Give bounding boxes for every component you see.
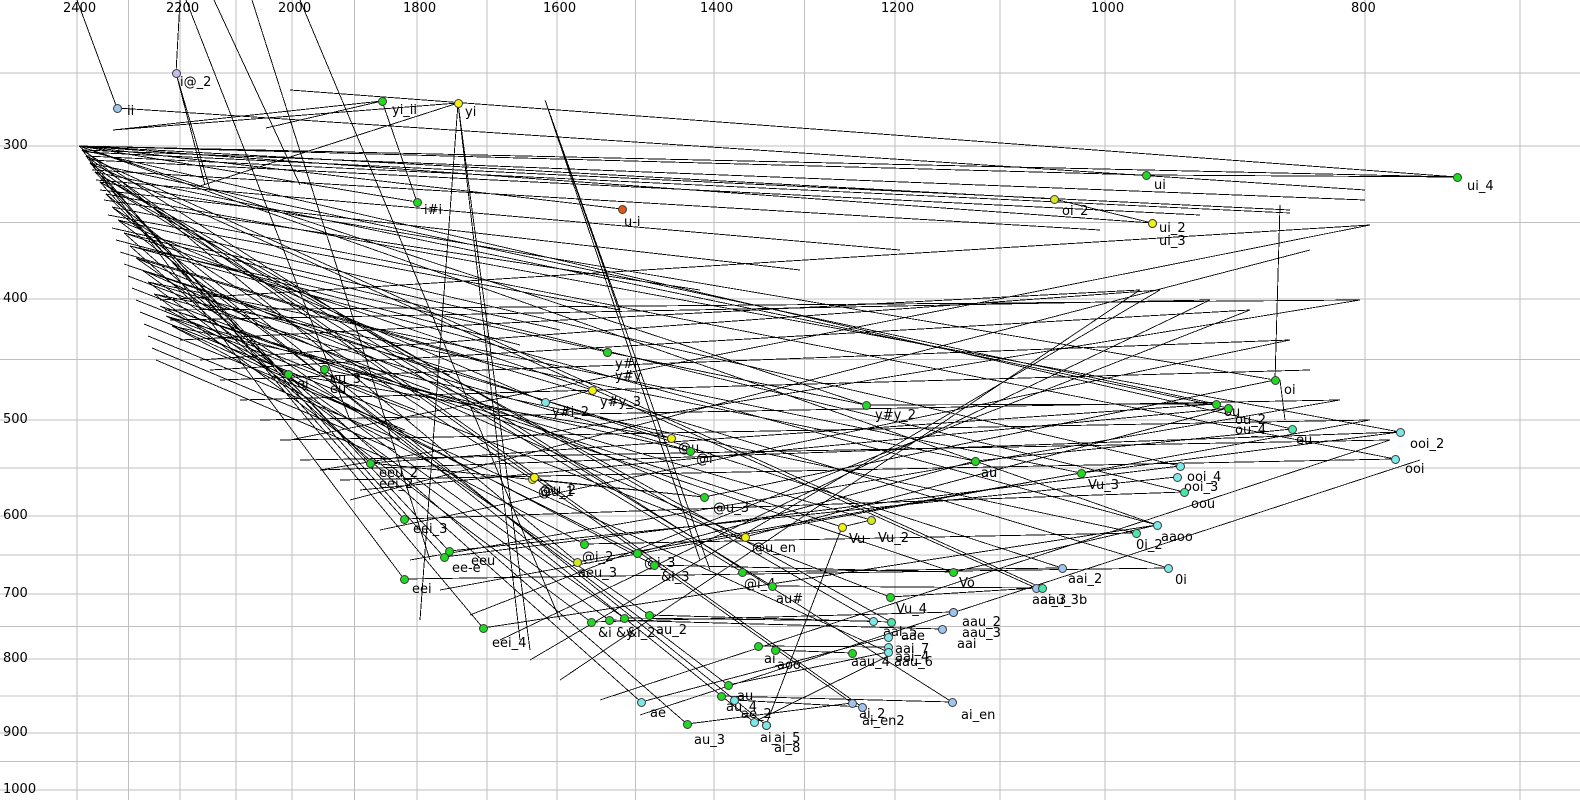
vowel-data-point[interactable] bbox=[636, 697, 646, 707]
vowel-data-point[interactable] bbox=[283, 369, 293, 379]
x-axis-tick-label: 1600 bbox=[543, 1, 577, 16]
vowel-data-point[interactable] bbox=[837, 522, 847, 532]
vowel-data-point[interactable] bbox=[540, 397, 550, 407]
vowel-data-point[interactable] bbox=[868, 616, 878, 626]
vowel-data-point[interactable] bbox=[171, 68, 181, 78]
vowel-data-point[interactable] bbox=[399, 574, 409, 584]
y-axis-tick-label: 800 bbox=[3, 651, 28, 666]
vowel-data-point[interactable] bbox=[857, 702, 867, 712]
vowel-data-point[interactable] bbox=[1131, 528, 1141, 538]
vowel-data-point[interactable] bbox=[753, 641, 763, 651]
vowel-data-point[interactable] bbox=[1141, 170, 1151, 180]
vowel-data-point[interactable] bbox=[861, 400, 871, 410]
vowel-data-point[interactable] bbox=[682, 719, 692, 729]
vowel-data-point[interactable] bbox=[1049, 194, 1059, 204]
vowel-data-point[interactable] bbox=[399, 514, 409, 524]
vowel-data-point[interactable] bbox=[617, 204, 627, 214]
vowel-data-point[interactable] bbox=[586, 617, 596, 627]
vowel-data-point[interactable] bbox=[947, 697, 957, 707]
vowel-data-point[interactable] bbox=[1223, 403, 1233, 413]
vowel-data-point[interactable] bbox=[729, 695, 739, 705]
vowel-data-point[interactable] bbox=[1175, 461, 1185, 471]
vowel-data-point[interactable] bbox=[619, 613, 629, 623]
vowel-data-point[interactable] bbox=[1287, 424, 1297, 434]
vowel-data-point[interactable] bbox=[885, 592, 895, 602]
vowel-data-point[interactable] bbox=[883, 647, 893, 657]
vowel-data-point[interactable] bbox=[866, 515, 876, 525]
x-axis-tick-label: 1000 bbox=[1091, 1, 1125, 16]
vowel-data-point[interactable] bbox=[723, 680, 733, 690]
vowel-data-point[interactable] bbox=[770, 645, 780, 655]
vowel-data-point[interactable] bbox=[699, 492, 709, 502]
y-axis-tick-label: 900 bbox=[3, 725, 28, 740]
y-axis-tick-label: 400 bbox=[3, 291, 28, 306]
vowel-data-point[interactable] bbox=[1057, 563, 1067, 573]
vowel-data-point[interactable] bbox=[666, 433, 676, 443]
vowel-data-point[interactable] bbox=[1037, 583, 1047, 593]
vowel-data-point[interactable] bbox=[749, 717, 759, 727]
vowel-data-point[interactable] bbox=[579, 539, 589, 549]
vowel-data-point[interactable] bbox=[1211, 399, 1221, 409]
vowel-data-point[interactable] bbox=[444, 546, 454, 556]
vowel-data-point[interactable] bbox=[685, 446, 695, 456]
vowel-data-point[interactable] bbox=[767, 581, 777, 591]
vowel-data-point[interactable] bbox=[737, 567, 747, 577]
vowel-data-point[interactable] bbox=[883, 632, 893, 642]
vowel-data-point[interactable] bbox=[1179, 487, 1189, 497]
y-axis-tick-label: 500 bbox=[3, 412, 28, 427]
vowel-data-point[interactable] bbox=[970, 456, 980, 466]
vowel-data-point[interactable] bbox=[1452, 172, 1462, 182]
vowel-data-point[interactable] bbox=[644, 610, 654, 620]
vowel-data-point[interactable] bbox=[453, 98, 463, 108]
vowel-data-point[interactable] bbox=[587, 385, 597, 395]
x-axis-tick-label: 2400 bbox=[63, 1, 97, 16]
vowel-data-point[interactable] bbox=[847, 648, 857, 658]
connector-lines bbox=[76, 0, 1458, 726]
vowel-data-point[interactable] bbox=[439, 552, 449, 562]
x-axis-tick-label: 2200 bbox=[166, 1, 200, 16]
y-axis-tick-label: 600 bbox=[3, 508, 28, 523]
x-axis-tick-label: 1800 bbox=[403, 1, 437, 16]
vowel-data-point[interactable] bbox=[937, 624, 947, 634]
vowel-data-point[interactable] bbox=[886, 617, 896, 627]
vowel-data-point[interactable] bbox=[948, 567, 958, 577]
x-axis-tick-label: 2000 bbox=[278, 1, 312, 16]
x-axis-tick-label: 1200 bbox=[881, 1, 915, 16]
vowel-data-point[interactable] bbox=[716, 691, 726, 701]
vowel-data-point[interactable] bbox=[572, 557, 582, 567]
vowel-data-point[interactable] bbox=[1270, 375, 1280, 385]
vowel-data-point[interactable] bbox=[632, 548, 642, 558]
vowel-data-point[interactable] bbox=[1163, 563, 1173, 573]
x-axis-tick-label: 1400 bbox=[700, 1, 734, 16]
vowel-data-point[interactable] bbox=[1076, 468, 1086, 478]
vowel-data-point[interactable] bbox=[1152, 520, 1162, 530]
vowel-data-point[interactable] bbox=[112, 103, 122, 113]
vowel-data-point[interactable] bbox=[412, 197, 422, 207]
vowel-data-point[interactable] bbox=[948, 607, 958, 617]
y-axis-tick-label: 300 bbox=[3, 138, 28, 153]
vowel-data-point[interactable] bbox=[1172, 472, 1182, 482]
vowel-data-point[interactable] bbox=[365, 458, 375, 468]
y-axis-tick-label: 700 bbox=[3, 586, 28, 601]
vowel-data-point[interactable] bbox=[529, 472, 539, 482]
vowel-data-point[interactable] bbox=[377, 96, 387, 106]
x-axis-tick-label: 800 bbox=[1351, 1, 1376, 16]
vowel-data-point[interactable] bbox=[847, 698, 857, 708]
vowel-data-point[interactable] bbox=[1147, 218, 1157, 228]
vowel-data-point[interactable] bbox=[602, 347, 612, 357]
vowel-data-point[interactable] bbox=[604, 615, 614, 625]
vowel-data-point[interactable] bbox=[649, 560, 659, 570]
vowel-data-point[interactable] bbox=[319, 364, 329, 374]
vowel-data-point[interactable] bbox=[740, 532, 750, 542]
vowel-data-point[interactable] bbox=[1395, 427, 1405, 437]
y-axis-tick-label: 1000 bbox=[3, 782, 37, 797]
vowel-data-point[interactable] bbox=[1390, 454, 1400, 464]
vowel-data-point[interactable] bbox=[478, 623, 488, 633]
vowel-data-point[interactable] bbox=[761, 720, 771, 730]
